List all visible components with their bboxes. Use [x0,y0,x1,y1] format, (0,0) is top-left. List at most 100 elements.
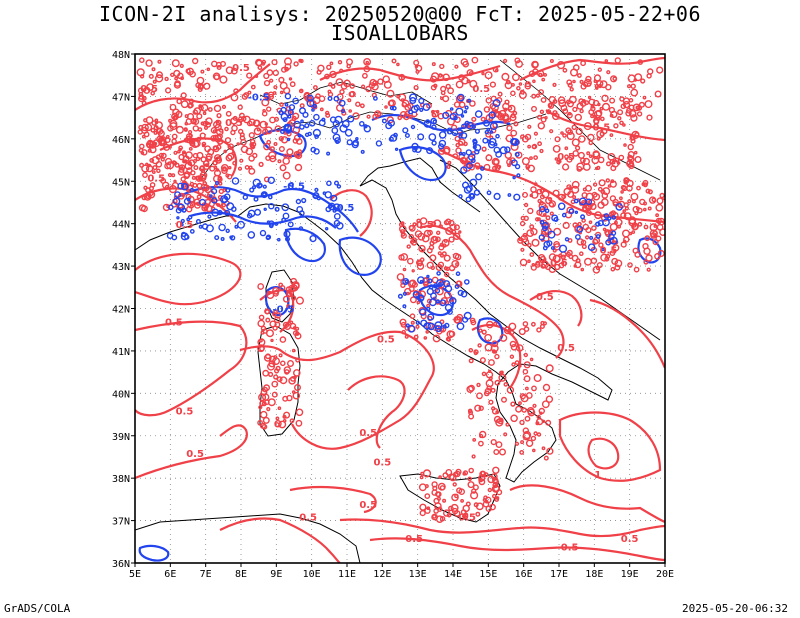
contour-speckle [230,67,238,75]
contour-speckle [567,129,573,136]
contour-speckle [274,368,280,374]
contour-speckle [438,73,443,78]
contour-speckle [207,107,213,112]
contour-speckle [574,210,579,215]
contour-speckle [513,121,519,127]
contour-speckle [607,152,616,161]
contour-speckle [520,247,525,252]
contour-speckle [205,224,214,233]
contour-label: -0.5 [442,127,464,138]
contour-speckle [400,232,407,239]
contour-speckle [258,338,263,343]
contour-speckle [279,102,284,107]
contour-speckle [203,82,211,90]
contour-speckle [477,440,484,447]
contour-speckle [583,78,592,88]
contour-speckle [460,290,468,298]
contour-speckle [589,202,597,210]
contour-speckle [231,151,236,156]
contour-speckle [293,134,301,142]
contour-speckle [180,222,184,227]
contour-speckle [216,138,224,145]
contour-speckle [460,498,464,503]
contour-speckle [611,215,617,220]
contour-speckle [579,100,587,107]
contour-speckle [552,112,560,121]
contour-speckle [478,474,486,482]
contour-speckle [521,157,530,166]
contour-speckle [372,80,379,87]
contour-speckle [489,81,497,88]
contour-speckle [265,234,272,240]
contour-speckle [587,243,596,251]
contour-speckle [479,166,485,171]
contour-label: 0.5 [225,118,243,129]
contour-speckle [157,129,165,138]
contour-speckle [283,369,290,375]
contour-negative [179,185,359,233]
contour-speckle [421,234,430,243]
contour-speckle [324,73,330,80]
contour-speckle [566,99,572,105]
contour-speckle [138,94,145,100]
contour-speckle [272,325,278,331]
contour-positive [339,518,665,538]
contour-speckle [456,322,465,331]
contour-speckle [425,330,430,334]
contour-speckle [372,96,378,101]
contour-speckle [548,201,555,208]
contour-speckle [525,386,529,391]
software-credit: GrADS/COLA [4,602,71,615]
contour-speckle [402,291,407,296]
contour-speckle [212,129,217,133]
contour-speckle [331,127,339,134]
contour-speckle [352,112,360,120]
contour-speckle [513,193,521,201]
contour-speckle [532,403,537,408]
contour-speckle [519,89,525,95]
contour-speckle [333,212,341,220]
contour-speckle [518,82,523,86]
contour-speckle [602,102,611,111]
contour-speckle [173,150,178,155]
contour-speckle [439,242,444,247]
contour-speckle [295,296,305,305]
lat-tick-label: 43N [112,262,130,273]
contour-speckle [503,107,508,112]
contour-speckle [532,448,536,453]
contour-speckle [453,224,460,231]
contour-speckle [545,419,552,426]
contour-speckle [588,140,594,146]
contour-speckle [321,117,326,122]
contour-speckle [469,79,478,88]
contour-speckle [554,136,561,143]
contour-speckle [312,192,320,200]
contour-speckle [410,320,415,325]
contour-speckle [408,233,414,240]
contour-speckle [201,143,206,148]
contour-speckle [637,59,644,65]
contour-speckle [541,190,550,199]
contour-speckle [578,197,587,206]
contour-speckle [533,431,538,436]
contour-speckle [478,328,483,333]
contour-speckle [519,419,525,426]
contour-speckle [577,73,582,78]
contour-speckle [488,140,496,149]
contour-speckle [614,57,621,64]
contour-speckle [590,105,596,112]
contour-speckle [643,207,647,212]
contour-speckle [477,343,482,348]
contour-speckle [219,75,228,84]
contour-speckle [422,469,432,478]
contour-speckle [488,111,496,119]
contour-speckle [418,97,425,105]
contour-speckle [572,195,577,200]
contour-speckle [549,129,554,134]
contour-speckle [527,207,534,215]
contour-speckle [411,237,418,243]
contour-speckle [192,159,197,164]
contour-speckle [583,122,592,131]
contour-positive [289,485,377,514]
contour-speckle [566,156,573,163]
